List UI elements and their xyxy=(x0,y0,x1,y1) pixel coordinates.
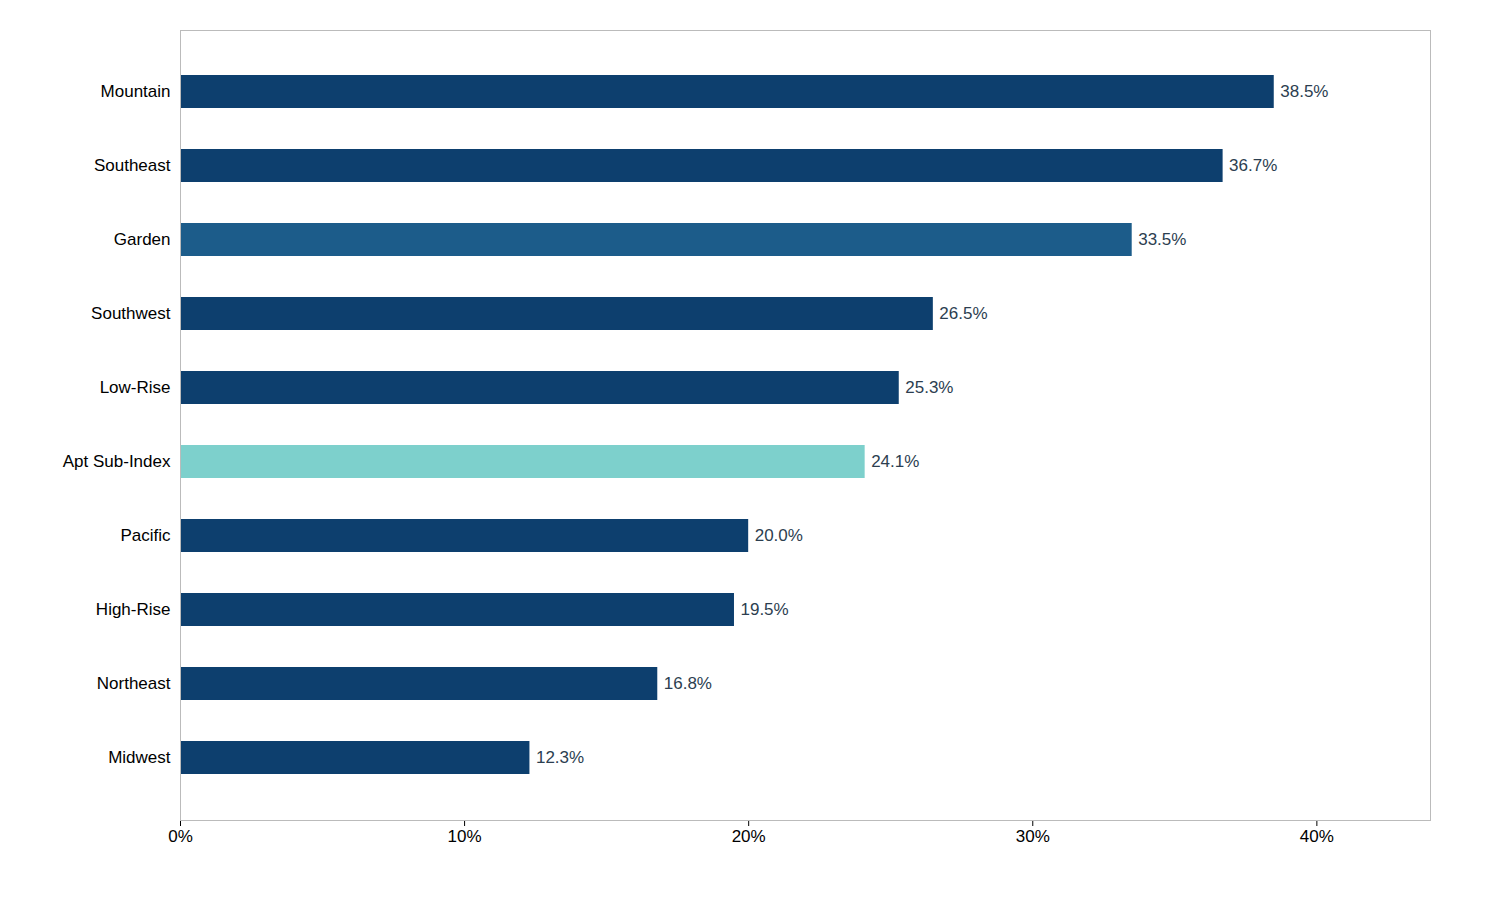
svg-text:Apt Sub-Index: Apt Sub-Index xyxy=(63,452,171,471)
svg-text:10%: 10% xyxy=(448,827,482,846)
svg-text:20.0%: 20.0% xyxy=(755,526,803,545)
svg-text:High-Rise: High-Rise xyxy=(96,600,171,619)
svg-text:24.1%: 24.1% xyxy=(871,452,919,471)
svg-text:Southwest: Southwest xyxy=(91,304,171,323)
svg-text:33.5%: 33.5% xyxy=(1138,230,1186,249)
svg-text:36.7%: 36.7% xyxy=(1229,156,1277,175)
svg-text:Southeast: Southeast xyxy=(94,156,171,175)
svg-text:30%: 30% xyxy=(1016,827,1050,846)
svg-text:38.5%: 38.5% xyxy=(1280,82,1328,101)
svg-text:Mountain: Mountain xyxy=(101,82,171,101)
svg-text:40%: 40% xyxy=(1300,827,1334,846)
svg-text:Garden: Garden xyxy=(114,230,171,249)
svg-text:16.8%: 16.8% xyxy=(664,674,712,693)
svg-text:19.5%: 19.5% xyxy=(740,600,788,619)
svg-text:Northeast: Northeast xyxy=(97,674,171,693)
svg-text:12.3%: 12.3% xyxy=(536,748,584,767)
svg-text:20%: 20% xyxy=(732,827,766,846)
svg-text:Pacific: Pacific xyxy=(120,526,171,545)
svg-text:Midwest: Midwest xyxy=(108,748,171,767)
svg-text:26.5%: 26.5% xyxy=(939,304,987,323)
svg-text:0%: 0% xyxy=(168,827,193,846)
svg-text:Low-Rise: Low-Rise xyxy=(100,378,171,397)
svg-text:25.3%: 25.3% xyxy=(905,378,953,397)
